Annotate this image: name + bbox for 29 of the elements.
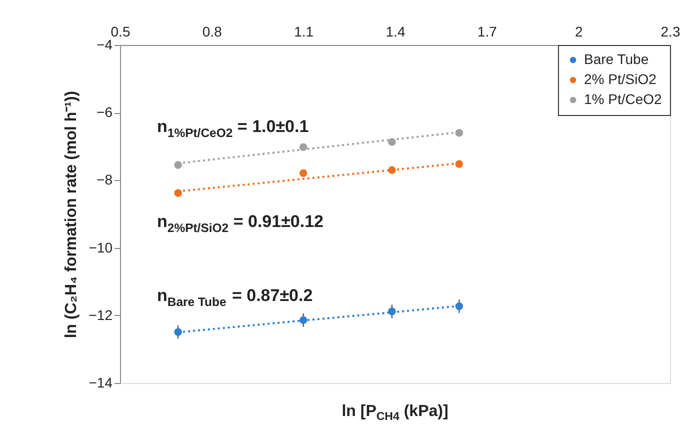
y-tick-label: −12 bbox=[88, 306, 113, 323]
point bbox=[388, 138, 396, 146]
point bbox=[455, 129, 464, 137]
point bbox=[388, 307, 396, 316]
x-tick-label: 1.1 bbox=[294, 24, 314, 40]
x-tick-label: 1.7 bbox=[477, 24, 498, 40]
point bbox=[299, 143, 308, 151]
y-tick-label: −4 bbox=[96, 36, 113, 52]
y-tick-label: −14 bbox=[88, 374, 113, 390]
point bbox=[299, 316, 308, 324]
point bbox=[299, 169, 308, 177]
point bbox=[388, 166, 396, 174]
y-tick-label: −8 bbox=[96, 172, 113, 188]
x-tick-label: 1.4 bbox=[386, 24, 406, 40]
point bbox=[174, 161, 182, 169]
point bbox=[455, 160, 464, 168]
x-tick-label: 2 bbox=[574, 24, 583, 40]
legend-label: Bare Tube bbox=[584, 51, 649, 67]
point bbox=[455, 302, 464, 310]
x-tick-label: 2.3 bbox=[660, 24, 680, 40]
y-tick-label: −10 bbox=[88, 239, 113, 256]
point bbox=[174, 328, 182, 336]
y-axis-title: ln (C₂H₄ formation rate (mol h⁻¹)) bbox=[62, 90, 80, 338]
point bbox=[174, 189, 182, 197]
x-tick-label: 0.5 bbox=[110, 24, 130, 40]
x-tick-label: 0.8 bbox=[202, 24, 222, 40]
y-tick-label: −6 bbox=[96, 104, 113, 120]
legend-label: 1% Pt/CeO2 bbox=[584, 91, 662, 107]
legend-label: 2% Pt/SiO2 bbox=[584, 71, 657, 87]
